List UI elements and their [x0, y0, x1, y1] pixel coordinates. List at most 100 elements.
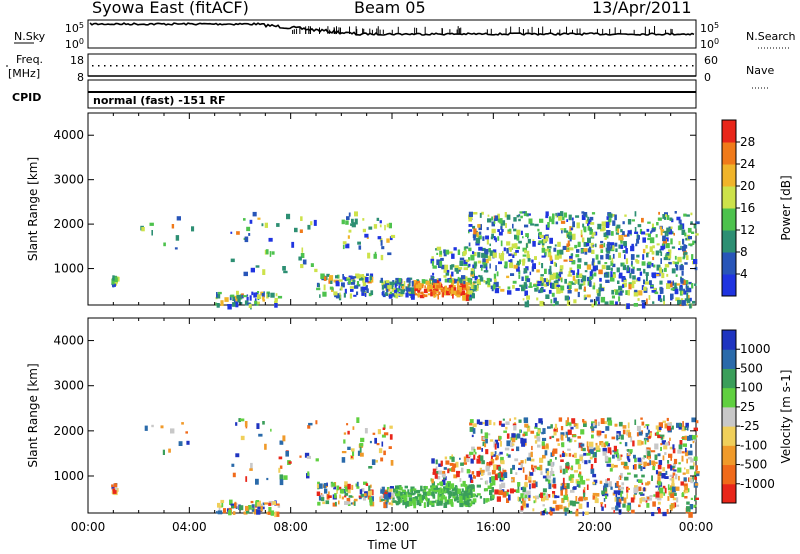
- velocity-echo-cell: [218, 507, 221, 511]
- velocity-echo-cell: [659, 492, 663, 499]
- power-echo-cell: [254, 300, 258, 305]
- power-echo-cell: [349, 286, 354, 289]
- power-echo-cell: [470, 268, 474, 274]
- power-echo-cell: [112, 275, 115, 281]
- velocity-echo-cell: [649, 459, 651, 466]
- power-echo-cell: [319, 294, 321, 298]
- velocity-echo-cell: [456, 486, 458, 490]
- power-echo-cell: [390, 234, 396, 238]
- velocity-echo-cell: [683, 483, 688, 488]
- velocity-echo-cell: [597, 421, 600, 426]
- velocity-echo-cell: [578, 473, 582, 478]
- velocity-echo-cell: [561, 498, 564, 504]
- power-echo-cell: [491, 221, 495, 227]
- power-echo-cell: [389, 236, 393, 241]
- velocity-echo-cell: [430, 485, 433, 488]
- velocity-echo-cell: [664, 487, 667, 494]
- velocity-echo-cell: [677, 467, 682, 473]
- power-echo-cell: [636, 254, 640, 258]
- velocity-echo-cell: [439, 481, 444, 486]
- power-echo-cell: [354, 218, 358, 225]
- power-echo-cell: [496, 281, 499, 288]
- velocity-echo-cell: [383, 424, 386, 429]
- power-echo-cell: [569, 247, 574, 251]
- velocity-echo-cell: [524, 474, 528, 481]
- velocity-echo-cell: [523, 431, 528, 436]
- power-echo-cell: [552, 213, 555, 219]
- velocity-echo-cell: [472, 475, 476, 478]
- velocity-echo-cell: [408, 497, 412, 502]
- velocity-echo-cell: [235, 422, 238, 426]
- velocity-echo-cell: [471, 493, 476, 498]
- velocity-echo-cell: [569, 500, 573, 506]
- power-echo-cell: [369, 275, 372, 280]
- velocity-echo-cell: [678, 444, 683, 450]
- velocity-echo-cell: [306, 455, 311, 459]
- power-echo-cell: [610, 274, 615, 280]
- power-echo-cell: [475, 237, 481, 244]
- velocity-echo-cell: [672, 448, 676, 454]
- velocity-echo-cell: [557, 443, 561, 446]
- velocity-echo-cell: [341, 457, 346, 463]
- velocity-echo-cell: [542, 428, 546, 434]
- velocity-echo-cell: [591, 428, 595, 431]
- power-echo-cell: [678, 219, 682, 224]
- power-echo-cell: [393, 282, 395, 285]
- velocity-echo-cell: [541, 441, 545, 446]
- power-echo-cell: [691, 254, 694, 260]
- velocity-echo-cell: [395, 485, 400, 489]
- velocity-echo-cell: [693, 462, 695, 467]
- power-echo-cell: [583, 248, 588, 252]
- velocity-echo-cell: [520, 508, 524, 514]
- power-echo-cell: [568, 214, 572, 221]
- power-echo-cell: [440, 288, 445, 293]
- velocity-echo-cell: [592, 422, 596, 427]
- power-echo-cell: [432, 272, 435, 275]
- power-echo-cell: [527, 235, 529, 239]
- velocity-echo-cell: [620, 472, 623, 479]
- power-echo-cell: [513, 264, 518, 269]
- velocity-echo-cell: [646, 454, 651, 459]
- power-echo-cell: [348, 229, 352, 233]
- power-echo-cell: [612, 220, 616, 226]
- velocity-echo-cell: [472, 488, 475, 492]
- velocity-echo-cell: [496, 442, 500, 449]
- power-echo-cell: [682, 256, 686, 260]
- power-echo-cell: [366, 273, 369, 276]
- power-echo-cell: [427, 293, 433, 296]
- power-echo-cell: [622, 282, 627, 287]
- velocity-echo-cell: [365, 483, 369, 486]
- velocity-echo-cell: [468, 454, 472, 458]
- velocity-echo-cell: [504, 447, 510, 451]
- power-echo-cell: [364, 292, 367, 297]
- power-echo-cell: [433, 279, 437, 283]
- velocity-echo-cell: [534, 423, 538, 428]
- power-echo-cell: [656, 222, 659, 226]
- velocity-echo-cell: [473, 454, 476, 460]
- freq-dot: [134, 65, 136, 67]
- velocity-echo-cell: [491, 494, 495, 499]
- power-echo-cell: [322, 291, 327, 297]
- power-echo-cell: [497, 229, 500, 232]
- velocity-echo-cell: [520, 460, 524, 464]
- power-echo-cell: [554, 301, 559, 306]
- power-echo-cell: [234, 295, 239, 302]
- velocity-echo-cell: [532, 495, 536, 499]
- velocity-echo-cell: [613, 464, 618, 468]
- velocity-echo-cell: [341, 496, 344, 500]
- power-echo-cell: [620, 290, 623, 294]
- power-echo-cell: [435, 293, 439, 296]
- velocity-echo-cell: [440, 495, 442, 501]
- power-echo-cell: [356, 291, 359, 296]
- freq-dot: [554, 65, 556, 67]
- power-echo-cell: [577, 258, 582, 263]
- velocity-echo-cell: [436, 475, 441, 480]
- power-echo-cell: [659, 290, 663, 294]
- freq-dot: [230, 65, 232, 67]
- power-echo-cell: [695, 233, 699, 236]
- power-echo-cell: [382, 290, 385, 296]
- nsearch-tick-low: 100: [700, 37, 719, 51]
- velocity-echo-cell: [657, 476, 661, 482]
- velocity-echo-cell: [670, 456, 672, 461]
- velocity-echo-cell: [435, 459, 438, 465]
